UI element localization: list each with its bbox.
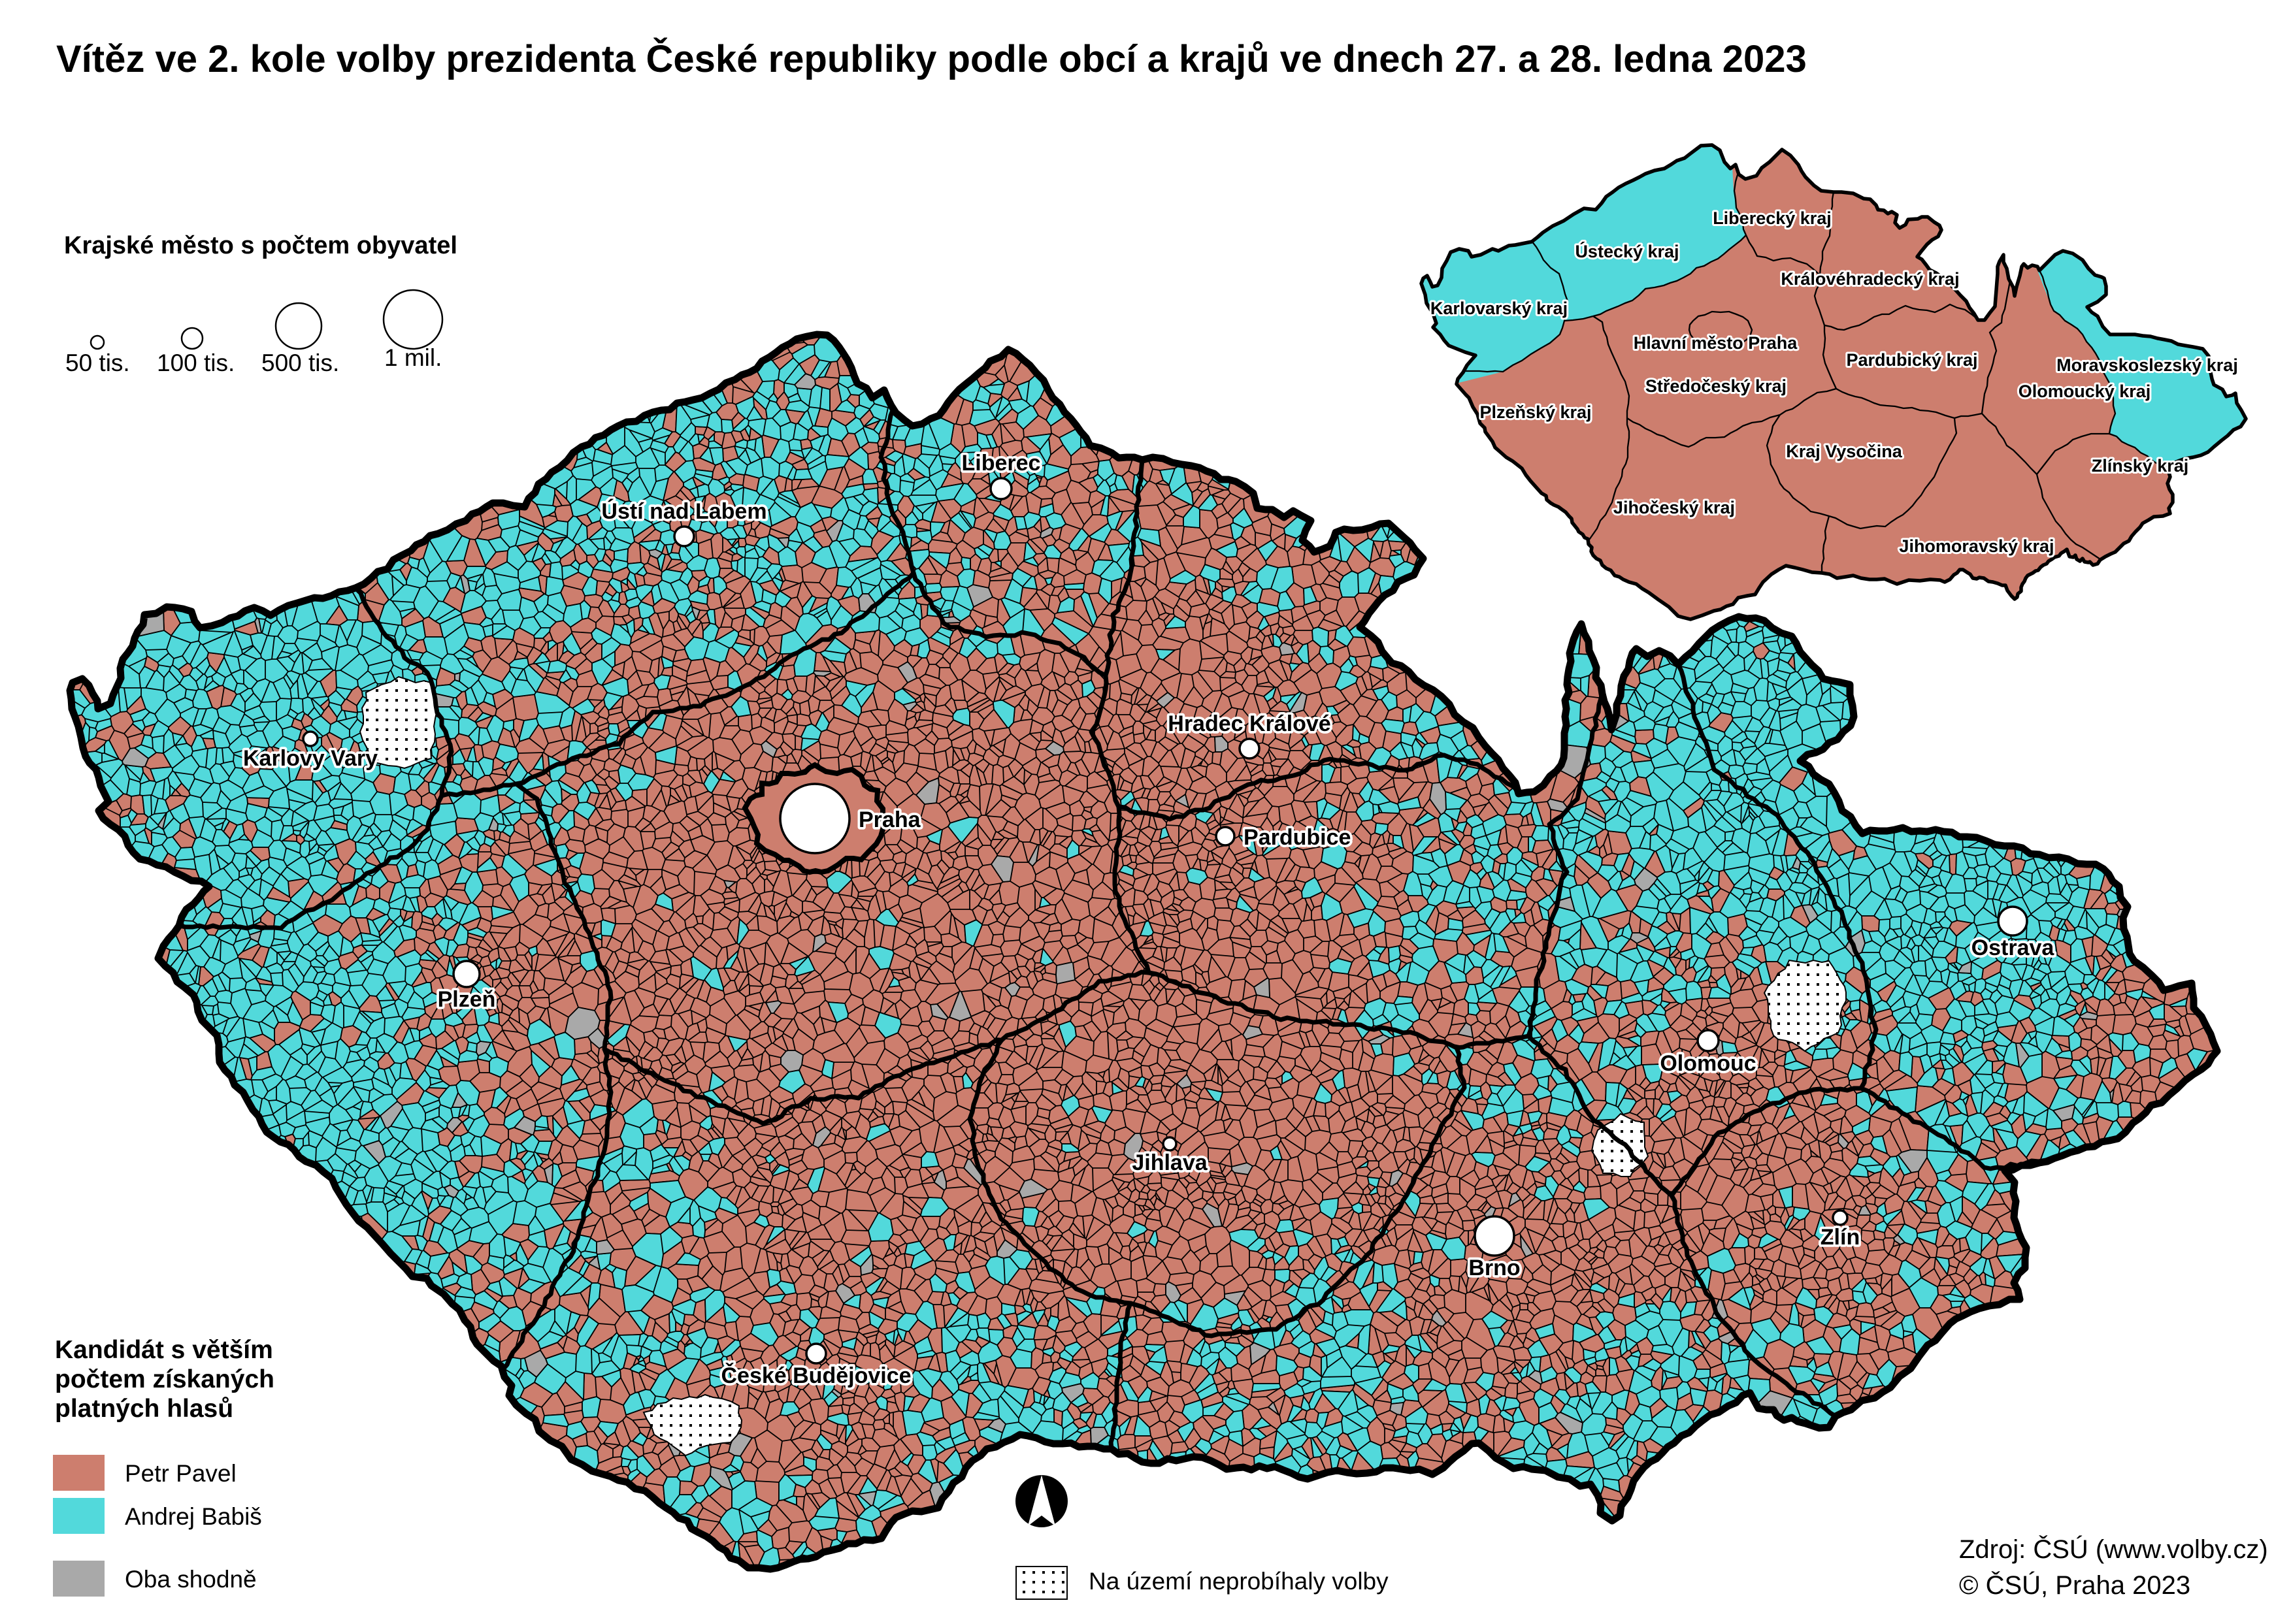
svg-text:Ústí nad Labem: Ústí nad Labem	[601, 499, 766, 524]
svg-text:500 tis.: 500 tis.	[261, 349, 339, 376]
svg-text:Karlovarský kraj: Karlovarský kraj	[1430, 299, 1568, 318]
svg-text:Liberecký kraj: Liberecký kraj	[1713, 208, 1832, 228]
svg-text:Karlovy Vary: Karlovy Vary	[243, 746, 378, 771]
svg-text:Zdroj: ČSÚ (www.volby.cz): Zdroj: ČSÚ (www.volby.cz)	[1959, 1535, 2268, 1564]
svg-text:Plzeň: Plzeň	[438, 987, 496, 1012]
svg-text:Oba shodně: Oba shodně	[125, 1566, 257, 1593]
svg-text:platných hlasů: platných hlasů	[55, 1395, 233, 1423]
svg-text:Středočeský kraj: Středočeský kraj	[1645, 376, 1787, 396]
svg-text:Olomouc: Olomouc	[1660, 1051, 1756, 1076]
svg-text:Liberec: Liberec	[962, 451, 1041, 476]
svg-text:Plzeňský kraj: Plzeňský kraj	[1479, 402, 1591, 422]
svg-text:Moravskoslezský kraj: Moravskoslezský kraj	[2056, 355, 2238, 375]
svg-text:České Budějovice: České Budějovice	[721, 1363, 911, 1388]
svg-text:Ústecký kraj: Ústecký kraj	[1575, 241, 1679, 261]
svg-text:Jihomoravský kraj: Jihomoravský kraj	[1899, 536, 2054, 556]
svg-text:Praha: Praha	[859, 807, 921, 832]
svg-text:Kraj Vysočina: Kraj Vysočina	[1786, 442, 1903, 461]
svg-text:Hlavní město Praha: Hlavní město Praha	[1634, 333, 1798, 353]
svg-text:Královéhradecký kraj: Královéhradecký kraj	[1781, 269, 1959, 289]
svg-text:Andrej Babiš: Andrej Babiš	[125, 1503, 262, 1530]
svg-text:100 tis.: 100 tis.	[157, 349, 235, 376]
svg-text:Vítěz ve 2. kole volby prezide: Vítěz ve 2. kole volby prezidenta České …	[56, 38, 1807, 80]
svg-text:Pardubický kraj: Pardubický kraj	[1846, 350, 1977, 370]
svg-text:© ČSÚ, Praha 2023: © ČSÚ, Praha 2023	[1959, 1570, 2190, 1600]
svg-text:Jihlava: Jihlava	[1132, 1150, 1208, 1175]
svg-text:Zlínský kraj: Zlínský kraj	[2092, 456, 2189, 476]
svg-text:Olomoucký kraj: Olomoucký kraj	[2019, 382, 2151, 401]
svg-text:Krajské město s počtem obyvate: Krajské město s počtem obyvatel	[64, 232, 457, 259]
svg-text:Zlín: Zlín	[1821, 1225, 1860, 1250]
svg-text:Brno: Brno	[1468, 1256, 1520, 1280]
svg-text:počtem získaných: počtem získaných	[55, 1365, 274, 1393]
svg-text:Pardubice: Pardubice	[1244, 825, 1351, 850]
svg-text:50 tis.: 50 tis.	[65, 349, 130, 376]
svg-text:Ostrava: Ostrava	[1971, 935, 2055, 960]
svg-text:1 mil.: 1 mil.	[384, 344, 442, 371]
svg-text:Hradec Králové: Hradec Králové	[1168, 711, 1330, 736]
svg-text:Petr Pavel: Petr Pavel	[125, 1460, 237, 1487]
svg-text:Na území neprobíhaly volby: Na území neprobíhaly volby	[1089, 1568, 1389, 1595]
svg-text:Jihočeský kraj: Jihočeský kraj	[1613, 498, 1735, 517]
svg-text:Kandidát s větším: Kandidát s větším	[55, 1336, 273, 1364]
